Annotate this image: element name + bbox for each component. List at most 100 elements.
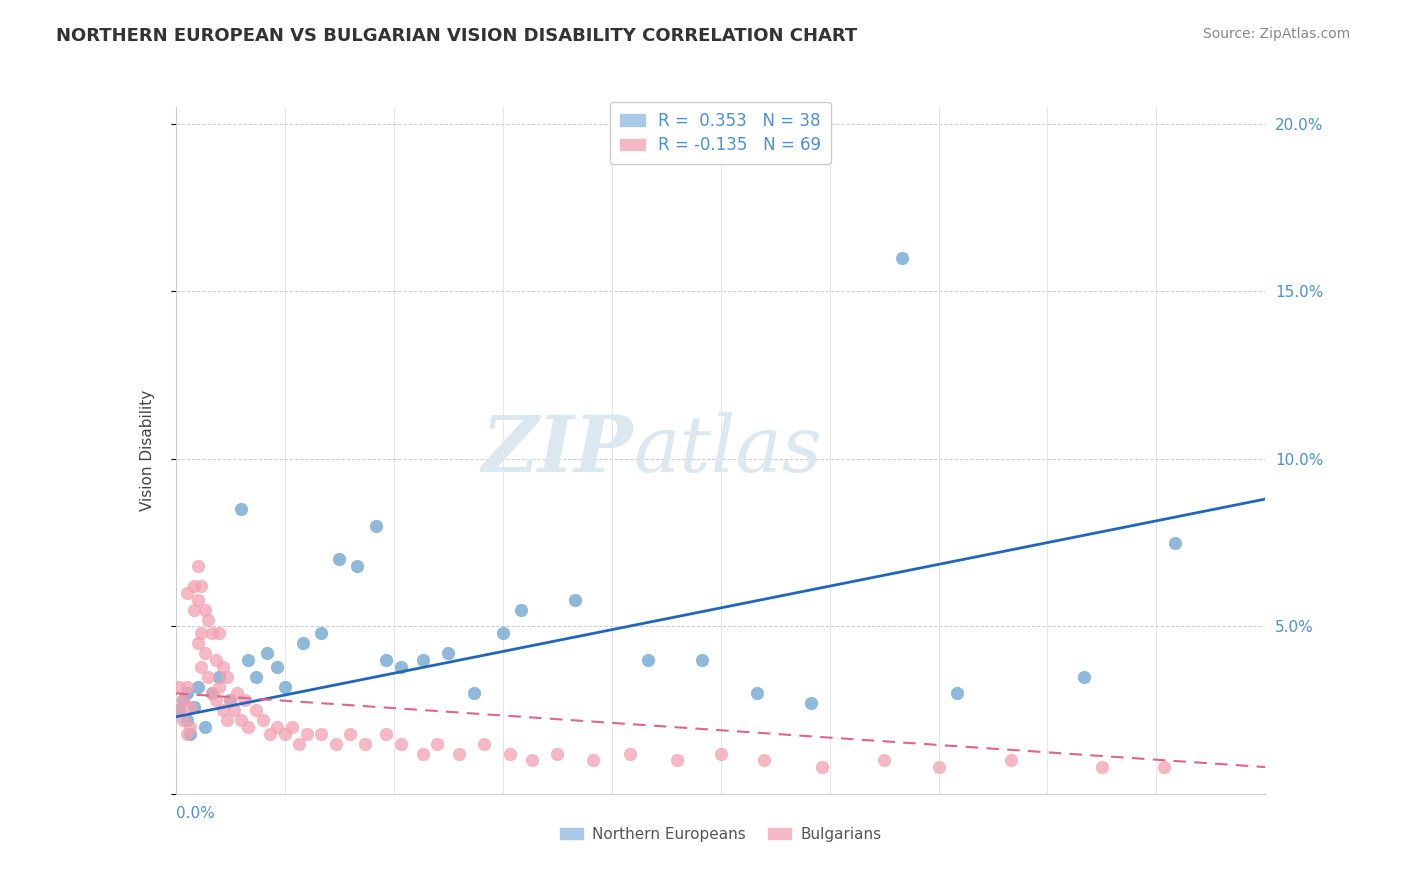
Point bbox=[201, 686, 224, 700]
Point bbox=[186, 592, 209, 607]
Point bbox=[256, 646, 278, 660]
Point bbox=[1073, 670, 1095, 684]
Point bbox=[339, 726, 361, 740]
Point bbox=[252, 713, 274, 727]
Point bbox=[219, 693, 242, 707]
Point bbox=[710, 747, 733, 761]
Point bbox=[1091, 760, 1114, 774]
Point bbox=[325, 737, 347, 751]
Point bbox=[437, 646, 460, 660]
Point bbox=[215, 713, 238, 727]
Point bbox=[204, 693, 226, 707]
Point bbox=[474, 737, 496, 751]
Point bbox=[266, 720, 288, 734]
Point bbox=[546, 747, 568, 761]
Point bbox=[463, 686, 485, 700]
Point bbox=[186, 680, 209, 694]
Point bbox=[800, 697, 823, 711]
Point bbox=[197, 613, 219, 627]
Point bbox=[291, 636, 314, 650]
Point bbox=[176, 680, 198, 694]
Point bbox=[190, 626, 212, 640]
Point bbox=[201, 626, 224, 640]
Point bbox=[619, 747, 641, 761]
Point bbox=[281, 720, 304, 734]
Point bbox=[238, 720, 260, 734]
Point bbox=[238, 653, 260, 667]
Point bbox=[426, 737, 449, 751]
Point bbox=[176, 586, 198, 600]
Text: NORTHERN EUROPEAN VS BULGARIAN VISION DISABILITY CORRELATION CHART: NORTHERN EUROPEAN VS BULGARIAN VISION DI… bbox=[56, 27, 858, 45]
Point bbox=[891, 251, 914, 265]
Legend: Northern Europeans, Bulgarians: Northern Europeans, Bulgarians bbox=[554, 821, 887, 848]
Point bbox=[212, 703, 235, 717]
Point bbox=[492, 626, 515, 640]
Point bbox=[190, 579, 212, 593]
Point bbox=[295, 726, 318, 740]
Point bbox=[197, 670, 219, 684]
Point bbox=[194, 602, 217, 616]
Point bbox=[183, 699, 205, 714]
Point bbox=[172, 713, 194, 727]
Point bbox=[226, 686, 249, 700]
Point bbox=[412, 653, 434, 667]
Point bbox=[179, 720, 201, 734]
Point bbox=[520, 753, 543, 767]
Point bbox=[245, 703, 267, 717]
Point bbox=[215, 670, 238, 684]
Point bbox=[186, 559, 209, 574]
Y-axis label: Vision Disability: Vision Disability bbox=[141, 390, 155, 511]
Point bbox=[183, 602, 205, 616]
Point bbox=[183, 579, 205, 593]
Point bbox=[233, 693, 256, 707]
Point bbox=[266, 659, 288, 673]
Point bbox=[194, 720, 217, 734]
Point bbox=[928, 760, 950, 774]
Point bbox=[176, 713, 198, 727]
Point bbox=[274, 726, 297, 740]
Point bbox=[169, 703, 191, 717]
Point bbox=[274, 680, 297, 694]
Text: 0.0%: 0.0% bbox=[176, 806, 215, 822]
Point bbox=[745, 686, 768, 700]
Point bbox=[222, 703, 245, 717]
Point bbox=[389, 737, 412, 751]
Point bbox=[245, 670, 267, 684]
Point bbox=[692, 653, 714, 667]
Point bbox=[754, 753, 776, 767]
Point bbox=[219, 693, 242, 707]
Point bbox=[172, 693, 194, 707]
Point bbox=[328, 552, 350, 566]
Point bbox=[179, 726, 201, 740]
Point bbox=[412, 747, 434, 761]
Point bbox=[582, 753, 605, 767]
Point bbox=[179, 699, 201, 714]
Point bbox=[208, 626, 231, 640]
Point bbox=[309, 626, 332, 640]
Point bbox=[169, 703, 191, 717]
Point bbox=[346, 559, 368, 574]
Text: ZIP: ZIP bbox=[482, 412, 633, 489]
Point bbox=[176, 726, 198, 740]
Point bbox=[637, 653, 659, 667]
Point bbox=[499, 747, 522, 761]
Point bbox=[309, 726, 332, 740]
Point bbox=[208, 680, 231, 694]
Point bbox=[375, 653, 398, 667]
Point bbox=[194, 646, 217, 660]
Point bbox=[375, 726, 398, 740]
Point bbox=[1153, 760, 1175, 774]
Point bbox=[447, 747, 470, 761]
Point bbox=[389, 659, 412, 673]
Point bbox=[564, 592, 586, 607]
Point bbox=[176, 686, 198, 700]
Point bbox=[288, 737, 311, 751]
Point bbox=[169, 680, 191, 694]
Point bbox=[172, 693, 194, 707]
Point bbox=[945, 686, 967, 700]
Point bbox=[1000, 753, 1022, 767]
Text: Source: ZipAtlas.com: Source: ZipAtlas.com bbox=[1202, 27, 1350, 41]
Point bbox=[811, 760, 834, 774]
Point bbox=[204, 653, 226, 667]
Point bbox=[208, 670, 231, 684]
